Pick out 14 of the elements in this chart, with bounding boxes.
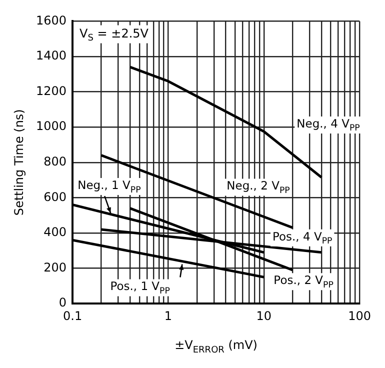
- y-tick-label: 600: [44, 190, 67, 204]
- y-tick-label: 1400: [36, 48, 67, 63]
- x-tick-label: 0.1: [62, 308, 82, 323]
- x-tick-label: 100: [348, 308, 371, 323]
- y-tick-label: 1600: [36, 13, 67, 28]
- y-tick-label: 1000: [36, 119, 67, 134]
- y-tick-label: 200: [44, 260, 67, 274]
- y-axis-title: Settling Time (ns): [12, 109, 26, 216]
- y-tick-label: 800: [44, 154, 67, 169]
- y-tick-label: 400: [44, 225, 67, 240]
- y-tick-label: 1200: [36, 84, 67, 98]
- x-tick-label: 1: [164, 308, 172, 323]
- x-tick-label: 10: [256, 308, 272, 323]
- y-tick-label: 0: [58, 296, 67, 310]
